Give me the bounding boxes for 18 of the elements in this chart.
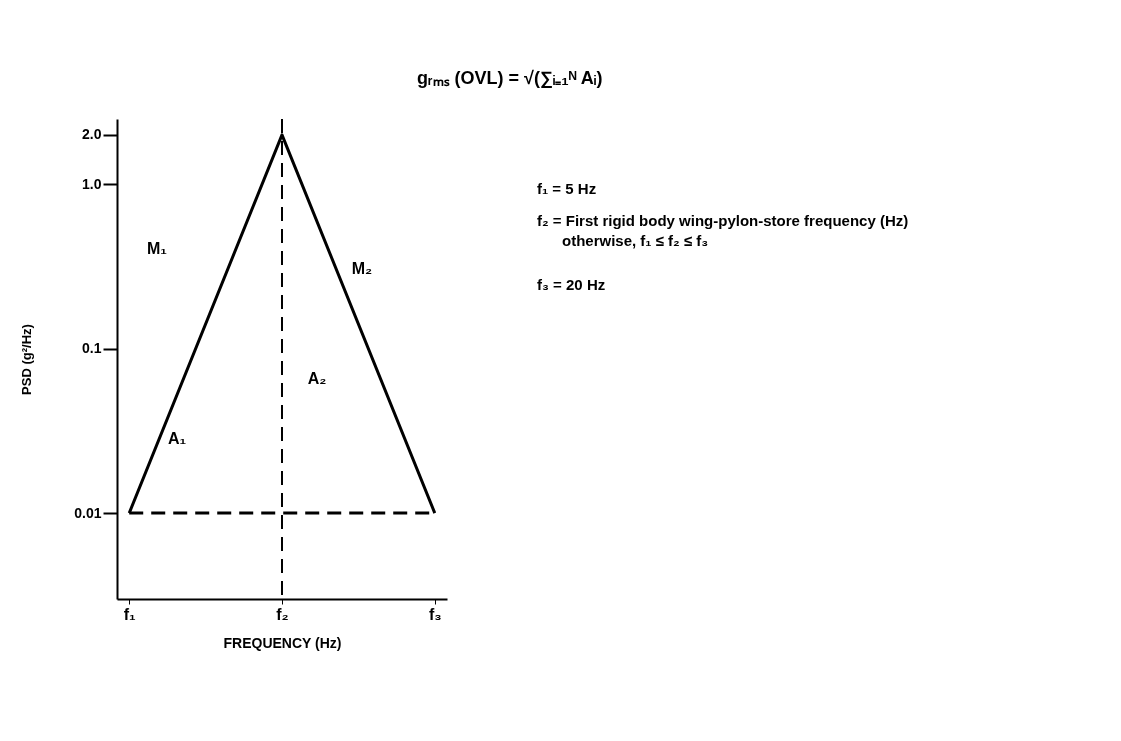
x-tick-label: f₂ xyxy=(276,605,289,623)
text: otherwise, f₁ ≤ f₂ ≤ f₃ xyxy=(562,232,709,249)
y-axis-title: PSD (g²/Hz) xyxy=(19,324,35,395)
y-tick-label: 0.1 xyxy=(82,340,102,357)
annotation: M₂ xyxy=(351,260,373,277)
y-tick-label: 1.0 xyxy=(82,175,102,192)
annotation: A₂ xyxy=(307,370,327,387)
text: f₁ = 5 Hz xyxy=(537,180,597,197)
y-tick-label: 0.01 xyxy=(74,504,102,521)
x-tick-label: f₁ xyxy=(123,605,137,623)
text: f₃ = 20 Hz xyxy=(537,276,606,293)
x-tick-label: f₃ xyxy=(428,605,442,623)
annotation: M₁ xyxy=(147,240,168,257)
x-axis-title: FREQUENCY (Hz) xyxy=(223,634,342,651)
annotation: A₁ xyxy=(167,430,187,447)
text: f₂ = First rigid body wing-pylon-store frequency (Hz) xyxy=(537,212,909,229)
text: gᵣₘₛ (OVL) = √(∑ᵢ₌₁ᴺ Aᵢ) xyxy=(417,68,603,88)
y-tick-label: 2.0 xyxy=(82,126,102,143)
